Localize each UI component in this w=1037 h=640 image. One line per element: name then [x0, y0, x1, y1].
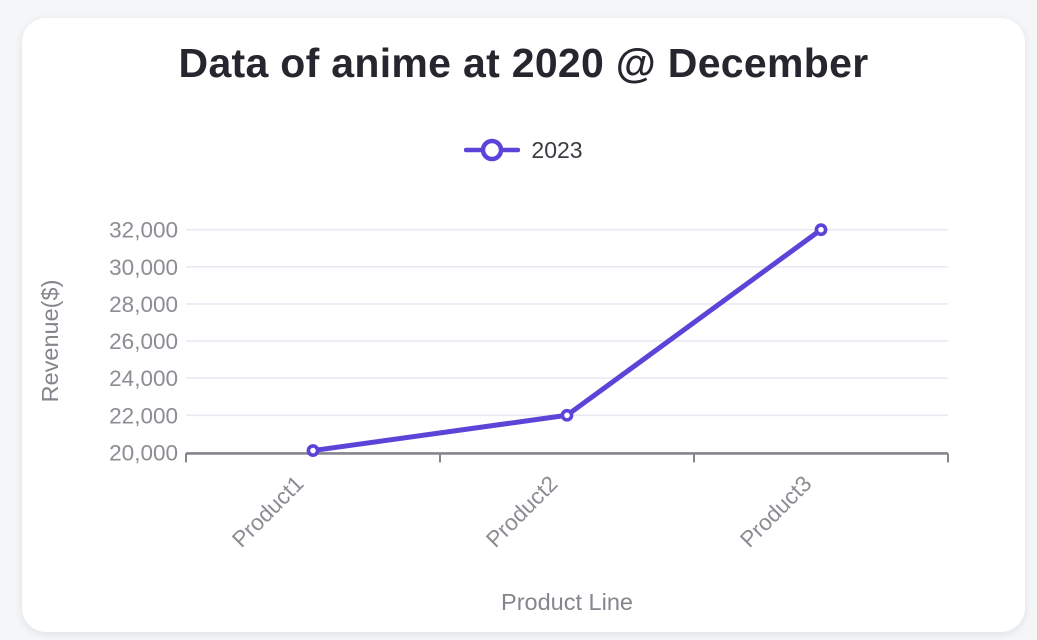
y-tick-label: 20,000	[109, 440, 178, 465]
y-tick-label: 32,000	[109, 218, 178, 243]
chart-card: Data of anime at 2020 @ December 2023 20…	[22, 18, 1025, 632]
line-chart-plot-area: 20,000 22,000 24,000 26,000 28,000 30,000 32,0…	[37, 218, 949, 615]
y-tick-label: 30,000	[109, 255, 178, 280]
y-tick-label: 28,000	[109, 292, 178, 317]
data-point-marker[interactable]	[306, 444, 320, 457]
y-axis-title: Revenue($)	[37, 280, 63, 403]
x-axis-title: Product Line	[501, 589, 633, 615]
legend-item-2023[interactable]: 2023	[22, 136, 1025, 164]
line-series-legend-icon	[464, 136, 521, 164]
x-tick-label: Product2	[481, 471, 562, 552]
legend-label: 2023	[531, 136, 583, 163]
y-tick-label: 26,000	[109, 329, 178, 354]
x-tick-label: Product3	[735, 471, 816, 552]
chart-title: Data of anime at 2020 @ December	[178, 40, 869, 86]
data-point-marker[interactable]	[560, 408, 574, 422]
y-tick-label: 24,000	[109, 366, 178, 391]
data-point-marker[interactable]	[814, 223, 828, 237]
y-tick-label: 22,000	[109, 403, 178, 428]
x-tick-label: Product1	[227, 471, 308, 552]
